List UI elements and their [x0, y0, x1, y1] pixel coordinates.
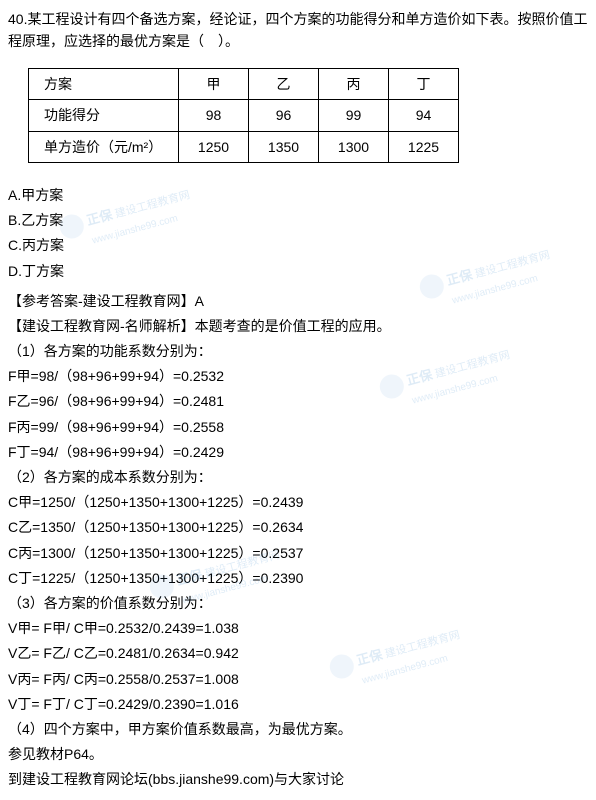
question-text: 40.某工程设计有四个备选方案，经论证，四个方案的功能得分和单方造价如下表。按照…: [8, 8, 588, 53]
table-header-cell: 丙: [319, 68, 389, 99]
section-header: （4）四个方案中，甲方案价值系数最高，为最优方案。: [8, 717, 588, 742]
parse-line: 【建设工程教育网-名师解析】本题考查的是价值工程的应用。: [8, 314, 588, 339]
table-header-cell: 丁: [389, 68, 459, 99]
option-b: B.乙方案: [8, 208, 588, 233]
calc-line: F甲=98/（98+96+99+94）=0.2532: [8, 364, 588, 389]
table-row: 功能得分 98 96 99 94: [29, 100, 459, 131]
table-cell: 98: [179, 100, 249, 131]
calc-line: F丁=94/（98+96+99+94）=0.2429: [8, 440, 588, 465]
calc-line: V甲= F甲/ C甲=0.2532/0.2439=1.038: [8, 616, 588, 641]
calc-line: V丁= F丁/ C丁=0.2429/0.2390=1.016: [8, 692, 588, 717]
table-cell: 功能得分: [29, 100, 179, 131]
section-header: （1）各方案的功能系数分别为：: [8, 339, 588, 364]
table-cell: 单方造价（元/m²）: [29, 131, 179, 162]
reference-line: 参见教材P64。: [8, 742, 588, 767]
table-cell: 99: [319, 100, 389, 131]
option-c: C.丙方案: [8, 233, 588, 258]
table-cell: 1225: [389, 131, 459, 162]
calc-line: C甲=1250/（1250+1350+1300+1225）=0.2439: [8, 490, 588, 515]
option-d: D.丁方案: [8, 259, 588, 284]
calc-line: F丙=99/（98+96+99+94）=0.2558: [8, 415, 588, 440]
table-row: 单方造价（元/m²） 1250 1350 1300 1225: [29, 131, 459, 162]
table-cell: 1300: [319, 131, 389, 162]
table-cell: 1350: [249, 131, 319, 162]
calc-line: C丁=1225/（1250+1350+1300+1225）=0.2390: [8, 566, 588, 591]
analysis-block: 【参考答案-建设工程教育网】A 【建设工程教育网-名师解析】本题考查的是价值工程…: [8, 289, 588, 793]
calc-line: V丙= F丙/ C丙=0.2558/0.2537=1.008: [8, 667, 588, 692]
table-header-cell: 乙: [249, 68, 319, 99]
calc-line: C丙=1300/（1250+1350+1300+1225）=0.2537: [8, 541, 588, 566]
options-block: A.甲方案 B.乙方案 C.丙方案 D.丁方案: [8, 183, 588, 284]
section-header: （3）各方案的价值系数分别为：: [8, 591, 588, 616]
calc-line: V乙= F乙/ C乙=0.2481/0.2634=0.942: [8, 641, 588, 666]
table-header-cell: 甲: [179, 68, 249, 99]
section-header: （2）各方案的成本系数分别为：: [8, 465, 588, 490]
data-table: 方案 甲 乙 丙 丁 功能得分 98 96 99 94 单方造价（元/m²） 1…: [28, 68, 459, 163]
calc-line: C乙=1350/（1250+1350+1300+1225）=0.2634: [8, 515, 588, 540]
table-header-row: 方案 甲 乙 丙 丁: [29, 68, 459, 99]
table-header-cell: 方案: [29, 68, 179, 99]
option-a: A.甲方案: [8, 183, 588, 208]
table-cell: 94: [389, 100, 459, 131]
table-cell: 1250: [179, 131, 249, 162]
calc-line: F乙=96/（98+96+99+94）=0.2481: [8, 389, 588, 414]
answer-line: 【参考答案-建设工程教育网】A: [8, 289, 588, 314]
forum-line: 到建设工程教育网论坛(bbs.jianshe99.com)与大家讨论: [8, 767, 588, 792]
table-cell: 96: [249, 100, 319, 131]
